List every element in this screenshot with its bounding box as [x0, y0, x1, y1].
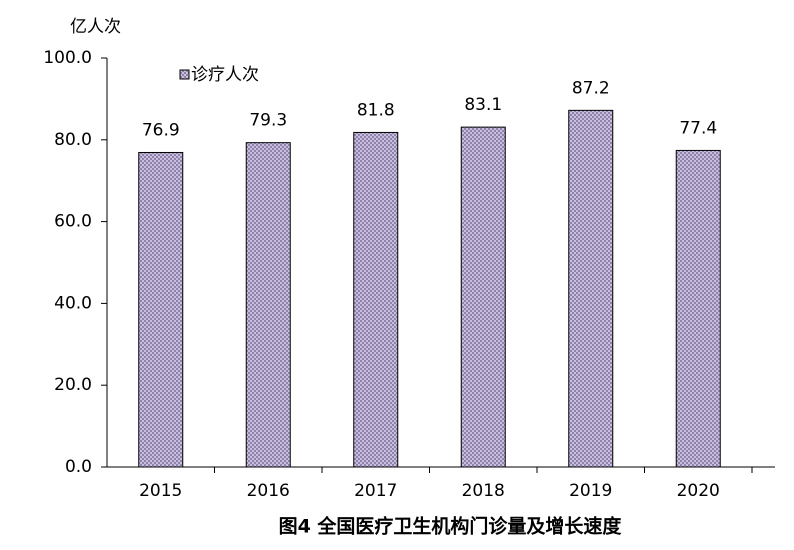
- bar: [353, 131, 399, 468]
- value-label: 77.4: [679, 118, 717, 138]
- x-tick-label: 2017: [354, 481, 397, 501]
- y-tick-label: 100.0: [43, 48, 92, 68]
- x-tick-label: 2019: [569, 481, 612, 501]
- value-label: 79.3: [249, 111, 287, 131]
- chart-title: 图4 全国医疗卫生机构门诊量及增长速度: [279, 515, 623, 538]
- y-tick-label: 20.0: [54, 375, 92, 395]
- bar: [568, 109, 614, 468]
- value-label: 87.2: [572, 78, 610, 98]
- x-tick-label: 2018: [462, 481, 505, 501]
- x-tick-label: 2015: [139, 481, 182, 501]
- y-axis-label: 亿人次: [70, 17, 121, 37]
- value-label: 76.9: [142, 120, 180, 140]
- legend-swatch: [179, 69, 190, 80]
- bar: [138, 151, 184, 468]
- x-tick-label: 2016: [247, 481, 290, 501]
- value-label: 81.8: [357, 100, 395, 120]
- value-label: 83.1: [464, 95, 502, 115]
- x-tick-label: 2020: [677, 481, 720, 501]
- bar: [460, 126, 506, 468]
- y-tick-label: 80.0: [54, 130, 92, 150]
- bar: [245, 142, 291, 468]
- bar: [675, 149, 721, 468]
- y-tick-label: 60.0: [54, 212, 92, 232]
- y-tick-label: 0.0: [65, 457, 92, 477]
- y-tick-label: 40.0: [54, 293, 92, 313]
- legend-label: 诊疗人次: [191, 65, 259, 85]
